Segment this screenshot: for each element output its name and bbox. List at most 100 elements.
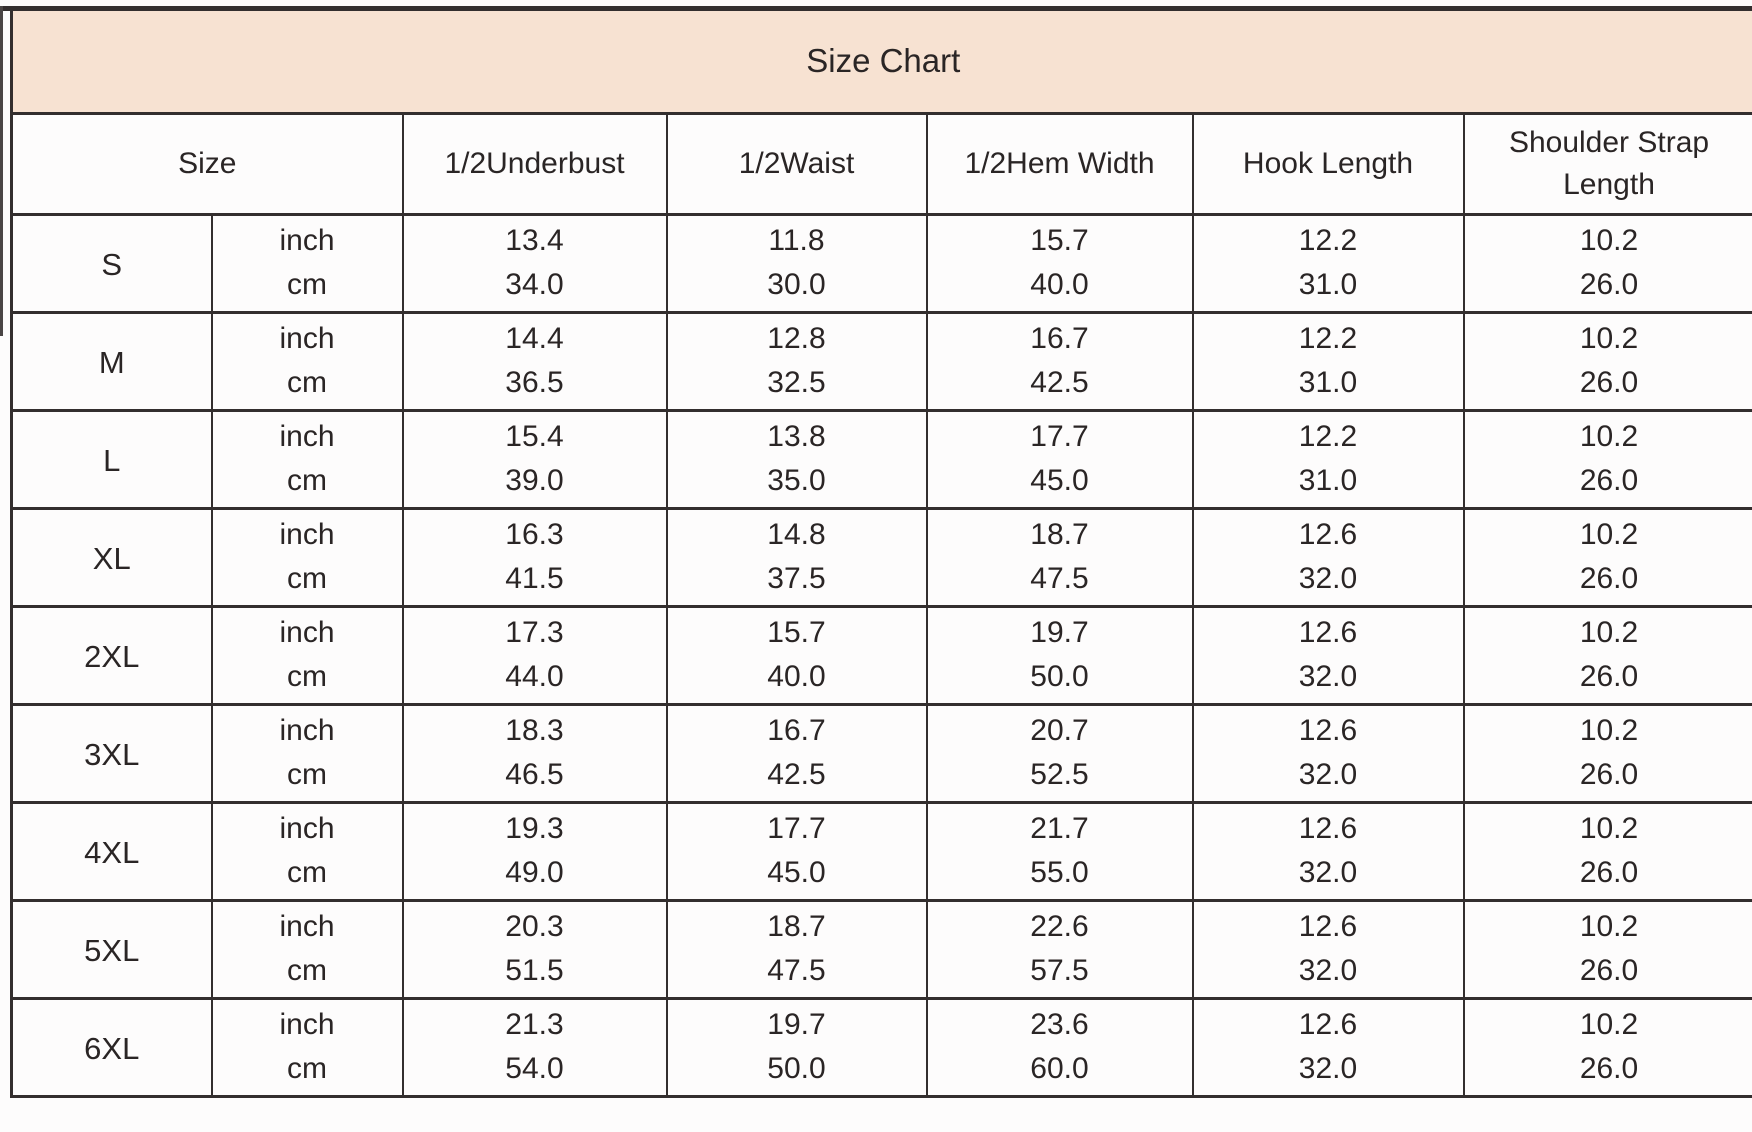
value-inch-0: 15.4 bbox=[401, 408, 668, 459]
column-header-size: Size bbox=[10, 113, 404, 216]
value-cm-1: 50.0 bbox=[665, 1047, 928, 1096]
value-inch-4: 10.2 bbox=[1462, 702, 1752, 753]
value-inch-3: 12.2 bbox=[1191, 212, 1465, 263]
unit-label-inch: inch bbox=[210, 800, 404, 851]
value-inch-2: 20.7 bbox=[925, 702, 1194, 753]
value-cm-2: 42.5 bbox=[925, 361, 1194, 410]
unit-label-inch: inch bbox=[210, 604, 404, 655]
value-cm-0: 46.5 bbox=[401, 753, 668, 802]
value-inch-0: 19.3 bbox=[401, 800, 668, 851]
unit-label-cm: cm bbox=[210, 949, 404, 998]
value-inch-4: 10.2 bbox=[1462, 310, 1752, 361]
size-label-2xl: 2XL bbox=[10, 604, 213, 704]
value-cm-0: 44.0 bbox=[401, 655, 668, 704]
value-inch-0: 13.4 bbox=[401, 212, 668, 263]
value-cm-3: 31.0 bbox=[1191, 459, 1465, 508]
size-row-6xl-inch: 6XL inch 21.3 19.7 23.6 12.6 10.2 bbox=[10, 996, 1752, 1096]
value-inch-2: 16.7 bbox=[925, 310, 1194, 361]
unit-label-inch: inch bbox=[210, 898, 404, 949]
size-label-3xl: 3XL bbox=[10, 702, 213, 802]
value-inch-1: 16.7 bbox=[665, 702, 928, 753]
value-cm-3: 32.0 bbox=[1191, 557, 1465, 606]
size-label-4xl: 4XL bbox=[10, 800, 213, 900]
size-label-l: L bbox=[10, 408, 213, 508]
unit-label-inch: inch bbox=[210, 212, 404, 263]
value-cm-1: 32.5 bbox=[665, 361, 928, 410]
size-row-m-cm: cm 36.5 32.5 42.5 31.0 26.0 bbox=[12, 361, 1752, 410]
value-cm-2: 50.0 bbox=[925, 655, 1194, 704]
value-cm-3: 32.0 bbox=[1191, 753, 1465, 802]
left-edge-border-artifact bbox=[0, 6, 3, 336]
size-row-6xl-cm: cm 54.0 50.0 60.0 32.0 26.0 bbox=[12, 1047, 1752, 1096]
size-row-4xl-inch: 4XL inch 19.3 17.7 21.7 12.6 10.2 bbox=[10, 800, 1752, 900]
value-cm-2: 45.0 bbox=[925, 459, 1194, 508]
value-cm-0: 54.0 bbox=[401, 1047, 668, 1096]
unit-label-cm: cm bbox=[210, 557, 404, 606]
value-cm-3: 32.0 bbox=[1191, 1047, 1465, 1096]
value-cm-1: 35.0 bbox=[665, 459, 928, 508]
size-label-6xl: 6XL bbox=[10, 996, 213, 1096]
unit-label-cm: cm bbox=[210, 1047, 404, 1096]
chart-title: Size Chart bbox=[10, 11, 1752, 115]
value-inch-4: 10.2 bbox=[1462, 800, 1752, 851]
size-row-xl-inch: XL inch 16.3 14.8 18.7 12.6 10.2 bbox=[10, 506, 1752, 606]
size-row-3xl-cm: cm 46.5 42.5 52.5 32.0 26.0 bbox=[12, 753, 1752, 802]
value-inch-2: 21.7 bbox=[925, 800, 1194, 851]
value-cm-2: 40.0 bbox=[925, 263, 1194, 312]
size-row-2xl-inch: 2XL inch 17.3 15.7 19.7 12.6 10.2 bbox=[10, 604, 1752, 704]
value-inch-3: 12.6 bbox=[1191, 800, 1465, 851]
value-cm-0: 51.5 bbox=[401, 949, 668, 998]
top-border-line bbox=[0, 6, 1752, 11]
value-inch-0: 20.3 bbox=[401, 898, 668, 949]
unit-label-inch: inch bbox=[210, 506, 404, 557]
size-label-m: M bbox=[10, 310, 213, 410]
size-label-s: S bbox=[10, 212, 213, 312]
value-cm-4: 26.0 bbox=[1462, 557, 1752, 606]
value-cm-0: 36.5 bbox=[401, 361, 668, 410]
size-row-5xl-cm: cm 51.5 47.5 57.5 32.0 26.0 bbox=[12, 949, 1752, 998]
value-cm-4: 26.0 bbox=[1462, 1047, 1752, 1096]
value-cm-2: 47.5 bbox=[925, 557, 1194, 606]
unit-label-inch: inch bbox=[210, 996, 404, 1047]
value-inch-1: 11.8 bbox=[665, 212, 928, 263]
value-inch-2: 15.7 bbox=[925, 212, 1194, 263]
unit-label-cm: cm bbox=[210, 753, 404, 802]
value-cm-3: 31.0 bbox=[1191, 263, 1465, 312]
header-row: Size 1/2Underbust 1/2Waist 1/2Hem Width … bbox=[10, 113, 1752, 216]
value-cm-2: 60.0 bbox=[925, 1047, 1194, 1096]
size-row-s-cm: cm 34.0 30.0 40.0 31.0 26.0 bbox=[12, 263, 1752, 312]
value-inch-2: 17.7 bbox=[925, 408, 1194, 459]
unit-label-cm: cm bbox=[210, 361, 404, 410]
size-row-3xl-inch: 3XL inch 18.3 16.7 20.7 12.6 10.2 bbox=[10, 702, 1752, 802]
value-cm-3: 32.0 bbox=[1191, 949, 1465, 998]
value-inch-4: 10.2 bbox=[1462, 506, 1752, 557]
value-inch-1: 12.8 bbox=[665, 310, 928, 361]
value-cm-4: 26.0 bbox=[1462, 753, 1752, 802]
value-inch-1: 15.7 bbox=[665, 604, 928, 655]
value-cm-2: 57.5 bbox=[925, 949, 1194, 998]
value-cm-3: 32.0 bbox=[1191, 655, 1465, 704]
value-inch-0: 16.3 bbox=[401, 506, 668, 557]
value-inch-2: 18.7 bbox=[925, 506, 1194, 557]
unit-label-inch: inch bbox=[210, 310, 404, 361]
unit-label-cm: cm bbox=[210, 851, 404, 900]
value-inch-3: 12.6 bbox=[1191, 996, 1465, 1047]
value-inch-3: 12.6 bbox=[1191, 898, 1465, 949]
column-header-shoulder-strap-length: Shoulder Strap Length bbox=[1462, 113, 1752, 216]
value-cm-1: 42.5 bbox=[665, 753, 928, 802]
column-header-hook-length: Hook Length bbox=[1191, 113, 1465, 216]
size-chart-table: Size Chart Size 1/2Underbust 1/2Waist 1/… bbox=[10, 11, 1752, 1098]
unit-label-cm: cm bbox=[210, 459, 404, 508]
size-label-xl: XL bbox=[10, 506, 213, 606]
value-inch-2: 23.6 bbox=[925, 996, 1194, 1047]
value-inch-2: 19.7 bbox=[925, 604, 1194, 655]
value-inch-0: 14.4 bbox=[401, 310, 668, 361]
value-cm-1: 30.0 bbox=[665, 263, 928, 312]
unit-label-inch: inch bbox=[210, 408, 404, 459]
value-cm-4: 26.0 bbox=[1462, 655, 1752, 704]
value-inch-0: 21.3 bbox=[401, 996, 668, 1047]
value-inch-1: 13.8 bbox=[665, 408, 928, 459]
